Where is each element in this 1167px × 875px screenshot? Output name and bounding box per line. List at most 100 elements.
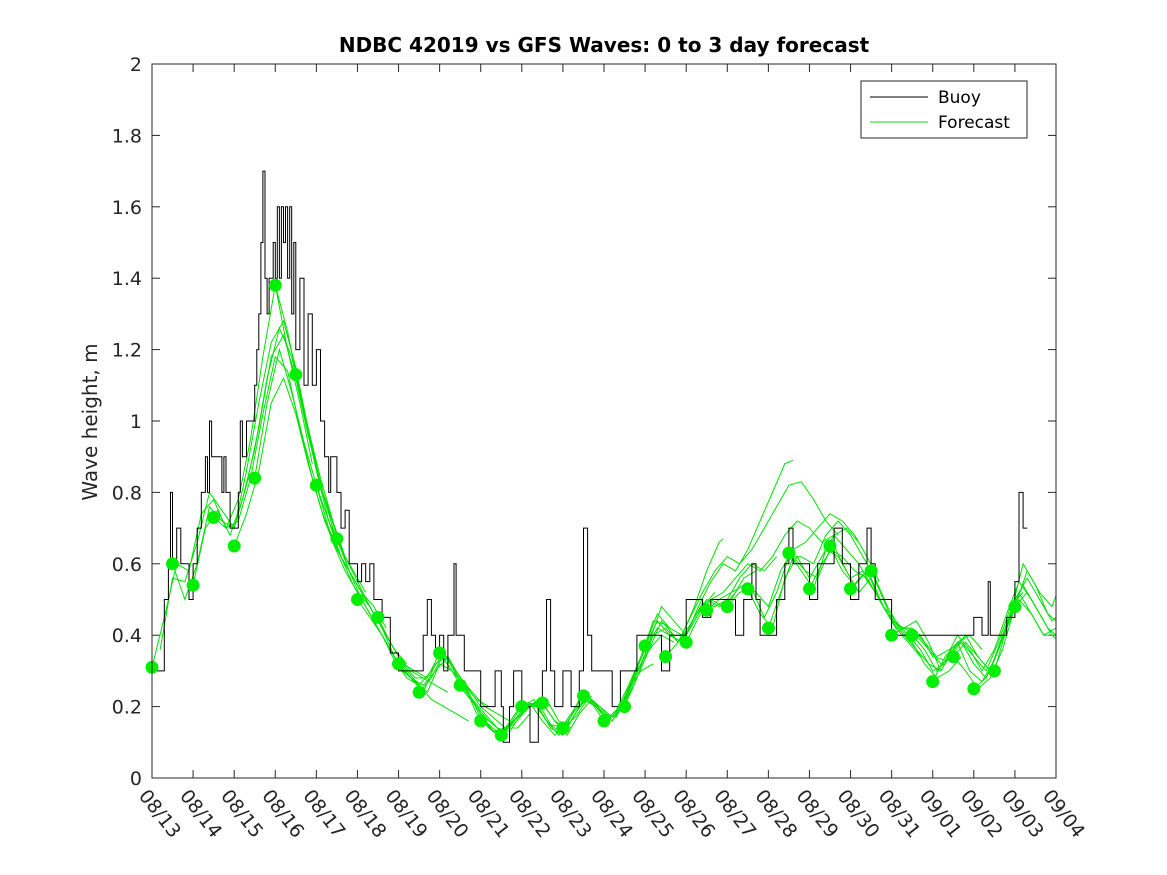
x-tick-label: 08/30 bbox=[833, 786, 884, 843]
y-tick-label: 0.4 bbox=[112, 625, 142, 647]
forecast-marker bbox=[515, 700, 529, 714]
forecast-marker bbox=[1008, 600, 1022, 614]
x-tick-label: 09/03 bbox=[997, 786, 1048, 843]
forecast-marker bbox=[556, 721, 570, 735]
x-tick-label: 08/14 bbox=[175, 786, 226, 843]
forecast-line bbox=[541, 592, 716, 737]
x-tick-label: 08/18 bbox=[340, 786, 391, 843]
x-tick-label: 08/25 bbox=[627, 786, 678, 843]
legend: Buoy Forecast bbox=[860, 80, 1028, 139]
forecast-line bbox=[1014, 591, 1056, 640]
forecast-marker bbox=[412, 685, 426, 699]
x-tick-label: 08/23 bbox=[545, 786, 596, 843]
x-tick-label: 08/22 bbox=[504, 786, 555, 843]
forecast-line bbox=[891, 577, 1056, 673]
y-tick-label: 0.8 bbox=[112, 482, 142, 504]
forecast-marker bbox=[987, 664, 1001, 678]
forecast-line bbox=[624, 459, 794, 707]
forecast-marker bbox=[474, 714, 488, 728]
y-tick-label: 1.6 bbox=[112, 197, 142, 219]
forecast-marker bbox=[638, 639, 652, 653]
x-tick-label: 08/26 bbox=[668, 786, 719, 843]
x-tick-label: 08/31 bbox=[874, 786, 925, 843]
y-axis-label: Wave height, m bbox=[78, 343, 102, 500]
buoy-series-line bbox=[152, 170, 1028, 743]
forecast-marker bbox=[371, 610, 385, 624]
x-tick-label: 08/21 bbox=[463, 786, 514, 843]
forecast-marker bbox=[453, 678, 467, 692]
forecast-marker bbox=[166, 557, 179, 571]
forecast-line bbox=[295, 374, 469, 722]
forecast-marker bbox=[207, 510, 221, 524]
forecast-line bbox=[274, 285, 449, 693]
x-tick-label: 08/20 bbox=[422, 786, 473, 843]
y-tick-label: 1.8 bbox=[112, 125, 142, 147]
legend-box bbox=[860, 80, 1028, 139]
forecast-marker bbox=[926, 675, 940, 689]
y-tick-label: 1.2 bbox=[112, 340, 142, 362]
forecast-marker bbox=[577, 689, 590, 703]
forecast-marker bbox=[330, 532, 344, 546]
y-tick-label: 2 bbox=[130, 54, 142, 76]
forecast-markers-group bbox=[145, 278, 1022, 742]
forecast-marker bbox=[597, 714, 611, 728]
forecast-marker bbox=[659, 650, 673, 664]
forecast-marker bbox=[392, 657, 405, 671]
x-tick-label: 08/17 bbox=[298, 786, 349, 843]
x-tick-label: 08/28 bbox=[750, 786, 801, 843]
forecast-line bbox=[952, 569, 1056, 690]
forecast-marker bbox=[864, 564, 878, 578]
forecast-marker bbox=[741, 582, 755, 596]
x-tick-label: 08/19 bbox=[381, 786, 432, 843]
x-tick-label: 09/04 bbox=[1038, 786, 1089, 843]
x-tick-label: 09/01 bbox=[915, 786, 966, 843]
forecast-marker bbox=[679, 635, 693, 649]
y-tick-label: 0.2 bbox=[112, 697, 142, 719]
forecast-marker bbox=[186, 578, 200, 592]
forecast-line bbox=[418, 651, 593, 733]
forecast-marker bbox=[700, 603, 714, 617]
forecast-marker bbox=[782, 546, 796, 560]
x-tick-label: 09/02 bbox=[956, 786, 1007, 843]
forecast-line bbox=[850, 573, 1024, 672]
x-tick-label: 08/16 bbox=[257, 786, 308, 843]
forecast-line bbox=[459, 684, 634, 736]
forecast-marker bbox=[885, 628, 899, 642]
forecast-marker bbox=[351, 593, 364, 606]
forecast-marker bbox=[720, 600, 734, 614]
forecast-marker bbox=[535, 696, 549, 710]
x-tick-label: 08/15 bbox=[216, 786, 267, 843]
chart-title: NDBC 42019 vs GFS Waves: 0 to 3 day fore… bbox=[339, 33, 870, 57]
forecast-line bbox=[377, 617, 551, 733]
x-tick-label: 08/13 bbox=[134, 786, 185, 843]
forecast-marker bbox=[433, 646, 447, 660]
forecast-marker bbox=[946, 650, 960, 664]
forecast-marker bbox=[761, 621, 775, 635]
forecast-marker bbox=[967, 682, 981, 696]
plot-frame bbox=[151, 63, 1057, 779]
legend-buoy-label: Buoy bbox=[938, 88, 981, 108]
forecast-series-group bbox=[152, 285, 1056, 737]
x-tick-label: 08/24 bbox=[586, 786, 637, 843]
forecast-marker bbox=[248, 471, 262, 485]
forecast-line bbox=[665, 481, 839, 657]
forecast-marker bbox=[289, 368, 303, 382]
forecast-line bbox=[685, 520, 860, 643]
y-tick-labels: 0 0.2 0.4 0.6 0.8 1 1.2 1.4 1.6 1.8 2 bbox=[112, 54, 142, 790]
forecast-marker bbox=[844, 582, 857, 596]
forecast-line bbox=[767, 548, 942, 672]
forecast-marker bbox=[803, 582, 816, 596]
y-tick-label: 0.6 bbox=[112, 554, 142, 576]
forecast-marker bbox=[309, 478, 323, 492]
forecast-line bbox=[152, 285, 313, 668]
x-tick-label: 08/27 bbox=[709, 786, 760, 843]
forecast-marker bbox=[268, 278, 282, 292]
legend-forecast-label: Forecast bbox=[938, 113, 1010, 133]
forecast-line bbox=[973, 562, 1056, 690]
forecast-marker bbox=[905, 628, 919, 642]
y-tick-label: 0 bbox=[130, 768, 142, 790]
forecast-marker bbox=[823, 539, 837, 553]
y-tick-label: 1 bbox=[130, 411, 142, 433]
forecast-marker bbox=[227, 539, 241, 553]
